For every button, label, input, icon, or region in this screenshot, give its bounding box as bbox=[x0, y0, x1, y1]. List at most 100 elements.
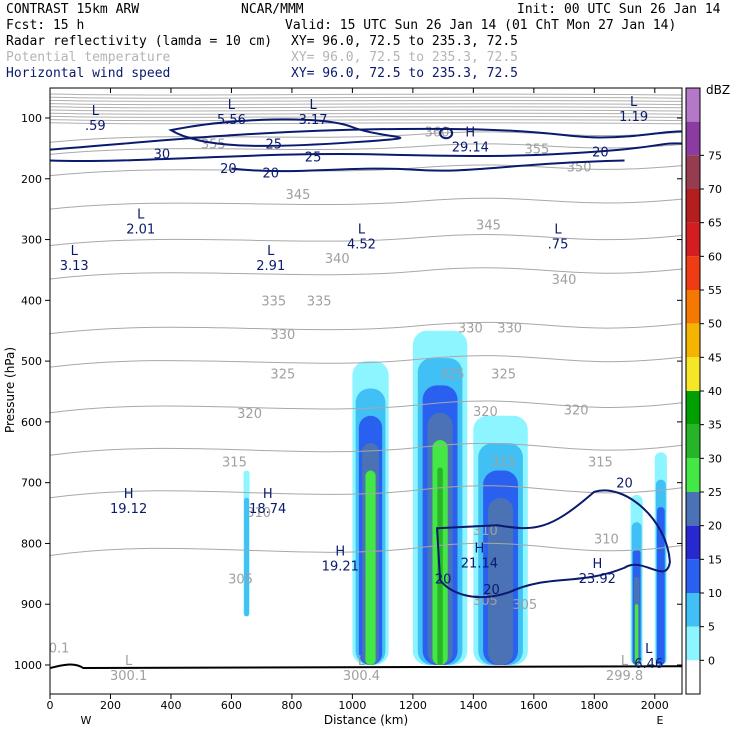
theta-contour-label: 325 bbox=[440, 367, 465, 382]
theta-contour-label: 350 bbox=[567, 161, 592, 176]
center-type-label: L bbox=[137, 207, 145, 222]
field-theta-name: Potential temperature bbox=[6, 50, 171, 65]
center-type-label: L bbox=[267, 244, 275, 259]
center-type-label: H bbox=[465, 125, 475, 140]
reflectivity-cell bbox=[244, 497, 250, 617]
wind-contour-line bbox=[49, 127, 683, 151]
theta-contour-label: 315 bbox=[491, 455, 516, 470]
wind-contour-label: 20 bbox=[592, 145, 609, 160]
theta-contour-label: 330 bbox=[458, 322, 483, 337]
theta-contour-line bbox=[49, 122, 683, 125]
east-label: E bbox=[657, 714, 664, 727]
colorbar-swatch bbox=[686, 290, 700, 324]
center-value-label: 3.17 bbox=[299, 113, 328, 128]
x-axis: 0 200 400 600 800 1000 1200 1400 1600 1800 2000 bbox=[47, 88, 669, 712]
wind-contour-line bbox=[436, 489, 671, 599]
center-type-label: H bbox=[475, 542, 485, 557]
theta-contour-line bbox=[49, 400, 683, 414]
x-tick-label: 1400 bbox=[459, 699, 487, 712]
theta-contour-line bbox=[49, 115, 683, 118]
wind-contour-label: 20 bbox=[435, 573, 452, 588]
field-theta-xy: XY= 96.0, 72.5 to 235.3, 72.5 bbox=[291, 50, 518, 65]
colorbar-level-label: 10 bbox=[708, 587, 722, 600]
colorbar-swatch bbox=[686, 424, 700, 459]
colorbar-level-label: 50 bbox=[708, 318, 722, 331]
x-tick-label: 0 bbox=[47, 699, 54, 712]
colorbar-level-label: 45 bbox=[708, 351, 722, 364]
theta-contour-line bbox=[49, 321, 683, 335]
x-tick-label: 1600 bbox=[520, 699, 548, 712]
center-value-label: 3.13 bbox=[60, 259, 89, 274]
colorbar-level-label: 5 bbox=[708, 621, 715, 634]
center-value-label: 4.52 bbox=[347, 238, 376, 253]
x-tick-label: 1800 bbox=[580, 699, 608, 712]
theta-contour-label: 340 bbox=[552, 273, 577, 288]
plot-frame bbox=[49, 87, 683, 695]
theta-contour-label: 320 bbox=[473, 405, 498, 420]
colorbar-level-label: 30 bbox=[708, 452, 722, 465]
center-type-label: H bbox=[263, 487, 273, 502]
center-value-label: 2.01 bbox=[126, 222, 155, 237]
wind-contours: 30 25 25 20 20 20 20 20 20 bbox=[49, 118, 683, 599]
center-type-label: L bbox=[92, 104, 100, 119]
reflectivity-cell bbox=[656, 506, 665, 665]
theta-contour-label: 310 bbox=[473, 524, 498, 539]
theta-contour-line bbox=[49, 197, 683, 210]
wind-contour-line bbox=[231, 159, 625, 173]
y-tick-label: 400 bbox=[21, 294, 42, 307]
reflectivity-cell bbox=[634, 604, 639, 665]
theta-contour-line bbox=[49, 96, 683, 99]
colorbar-swatch bbox=[686, 391, 700, 425]
colorbar-swatch bbox=[686, 88, 700, 122]
colorbar-level-label: 70 bbox=[708, 183, 722, 196]
init-time: Init: 00 UTC Sun 26 Jan 14 bbox=[517, 2, 721, 17]
colorbar-swatch bbox=[686, 626, 700, 661]
colorbar-level-label: 0 bbox=[708, 654, 715, 667]
theta-contour-label: 335 bbox=[307, 294, 332, 309]
theta-contour-label: 310 bbox=[246, 506, 271, 521]
x-tick-label: 200 bbox=[100, 699, 121, 712]
theta-contour-label: 305 bbox=[228, 573, 253, 588]
x-tick-label: 1000 bbox=[338, 699, 366, 712]
theta-contour-line bbox=[49, 109, 683, 112]
center-type-label: H bbox=[335, 545, 345, 560]
theta-contour-label: 310 bbox=[594, 533, 619, 548]
colorbar: 0 5 10 15 20 25 30 35 40 45 50 55 60 65 70 75 bbox=[685, 87, 722, 695]
center-value-label: .75 bbox=[548, 238, 569, 253]
center-value-label: 19.12 bbox=[110, 502, 147, 517]
y-tick-label: 300 bbox=[21, 234, 42, 247]
field-wind-xy: XY= 96.0, 72.5 to 235.3, 72.5 bbox=[291, 66, 518, 81]
valid-time: Valid: 15 UTC Sun 26 Jan 14 (01 ChT Mon … bbox=[285, 18, 676, 33]
theta-contour-label: 325 bbox=[491, 367, 516, 382]
wind-contour-label: 30 bbox=[154, 147, 171, 162]
wind-contour-label: 20 bbox=[262, 167, 279, 182]
theta-contour-line bbox=[49, 234, 683, 247]
reflectivity-shading bbox=[243, 330, 667, 665]
field-reflectivity-xy: XY= 96.0, 72.5 to 235.3, 72.5 bbox=[291, 34, 518, 49]
high-low-centers: L.59L5.56L3.17H29.14L1.19L2.01L3.13L2.91… bbox=[49, 95, 663, 684]
theta-contour-label: 345 bbox=[476, 218, 501, 233]
theta-contour-label: 315 bbox=[222, 455, 247, 470]
colorbar-swatch bbox=[686, 155, 700, 189]
terrain-line bbox=[49, 663, 683, 670]
y-axis: 100 200 300 400 500 600 700 800 900 1000 bbox=[14, 112, 682, 672]
field-reflectivity-name: Radar reflectivity (lamda = 10 cm) bbox=[6, 34, 272, 49]
center-type-label: L bbox=[554, 223, 562, 238]
colorbar-level-label: 60 bbox=[708, 250, 722, 263]
theta-contour-line bbox=[49, 99, 683, 102]
y-tick-label: 600 bbox=[21, 416, 42, 429]
theta-contour-line bbox=[49, 267, 683, 280]
y-tick-label: 900 bbox=[21, 598, 42, 611]
x-tick-label: 600 bbox=[221, 699, 242, 712]
reflectivity-cell bbox=[365, 470, 376, 665]
center-value-label: .59 bbox=[85, 119, 106, 134]
center-type-label: L bbox=[309, 98, 317, 113]
institution-label: NCAR/MMM bbox=[241, 2, 304, 17]
theta-contour-label: 335 bbox=[261, 294, 286, 309]
colorbar-swatch bbox=[686, 660, 700, 694]
x-tick-label: 2000 bbox=[641, 699, 669, 712]
y-tick-label: 800 bbox=[21, 537, 42, 550]
